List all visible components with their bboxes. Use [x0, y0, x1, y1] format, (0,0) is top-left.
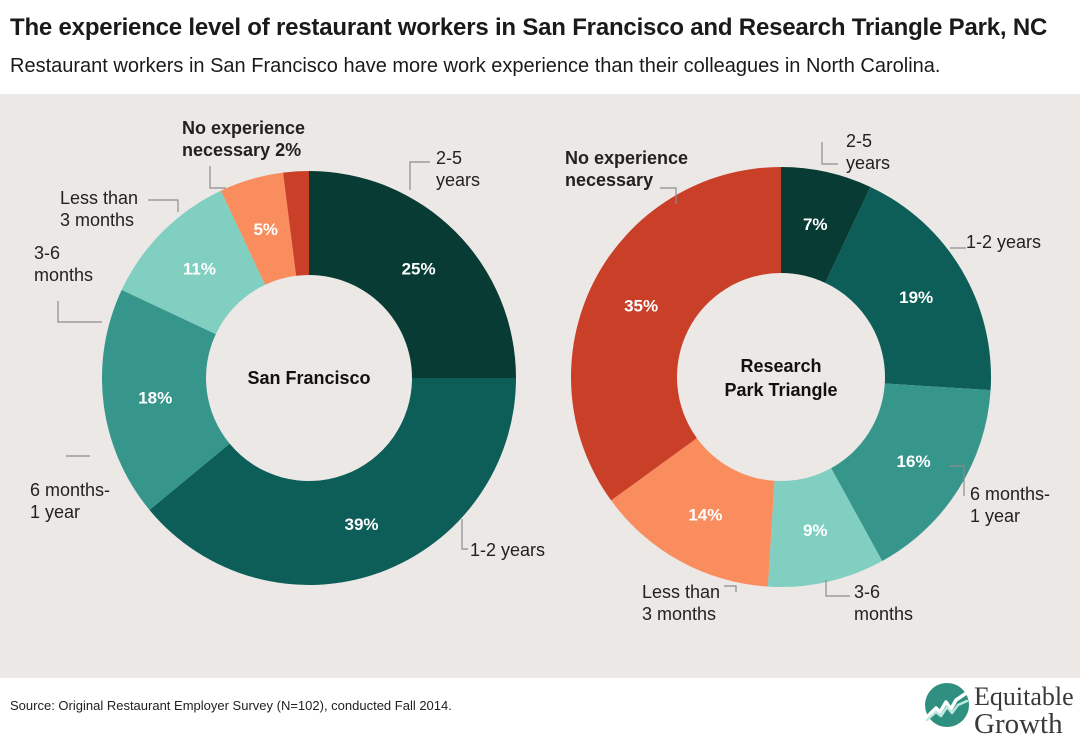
- chart1-value-label-less-than-3-months: 5%: [253, 220, 278, 239]
- chart1-slice-3-6-months: [121, 190, 266, 335]
- chart2-category-label-6-months-1-year: 6 months-1 year: [970, 484, 1050, 526]
- plot-area: 25% 2-5 years 39% 1-2 years 18% 6 months-1 yea…: [0, 94, 1080, 678]
- logo-wordmark-line2: Growth: [974, 708, 1063, 740]
- chart1-leader-2-5-years: [409, 161, 430, 190]
- chart2-value-label-1-2-years: 19%: [899, 288, 933, 307]
- chart1-category-label-no-experience-necessary: No experience necessary 2%: [182, 118, 305, 160]
- chart2-value-label-6-months-1-year: 16%: [897, 452, 931, 471]
- chart1-slice-6-months-1-year: [101, 289, 230, 510]
- chart2-slice-less-than-3-months: [611, 438, 775, 587]
- chart1-leader-no-experience-necessary: [209, 166, 226, 189]
- chart1-category-label-less-than-3-months: Less than 3 months: [60, 188, 138, 230]
- chart1-category-label-6-months-1-year: 6 months-1 year: [30, 480, 110, 522]
- chart1-leader-1-2-years: [461, 519, 468, 550]
- chart2-leader-3-6-months: [825, 580, 850, 597]
- chart2-slice-no-experience-necessary: [571, 167, 781, 501]
- chart1-value-label-3-6-months: 11%: [183, 259, 216, 278]
- chart-title: The experience level of restaurant worke…: [10, 14, 1048, 41]
- chart2-leader-less-than-3-months: [724, 585, 737, 592]
- chart1-slice-1-2-years: [149, 378, 516, 585]
- chart1-leader-3-6-months: [57, 301, 102, 323]
- source-note: Source: Original Restaurant Employer Sur…: [10, 698, 452, 713]
- chart2-slice-2-5-years: [781, 167, 871, 283]
- chart-subtitle: Restaurant workers in San Francisco have…: [10, 55, 941, 77]
- chart2-slice-3-6-months: [767, 468, 883, 587]
- chart1-value-label-1-2-years: 39%: [344, 515, 378, 534]
- chart1-category-label-3-6-months: 3-6 months: [34, 243, 93, 285]
- chart1-category-label-1-2-years: 1-2 years: [470, 540, 545, 560]
- chart2-value-label-3-6-months: 9%: [803, 521, 828, 540]
- chart2-category-label-3-6-months: 3-6 months: [854, 582, 913, 624]
- chart1-value-label-2-5-years: 25%: [402, 259, 436, 278]
- logo-mark-icon: [925, 683, 969, 727]
- chart2-value-label-no-experience-necessary: 35%: [624, 297, 658, 316]
- logo-wordmark-line1: Equitable: [974, 682, 1074, 711]
- chart2-category-label-no-experience-necessary: No experience necessary: [565, 148, 688, 190]
- chart1-center-label: San Francisco: [247, 368, 370, 388]
- chart2-category-label-1-2-years: 1-2 years: [966, 232, 1041, 252]
- equitable-growth-logo: Equitable Growth: [924, 680, 1080, 744]
- chart1-slice-no-experience-necessary: [283, 171, 309, 276]
- chart2-leader-2-5-years: [821, 142, 838, 165]
- chart2-slice-6-months-1-year: [831, 383, 991, 562]
- chart1-value-label-6-months-1-year: 18%: [138, 388, 172, 407]
- chart1-leader-less-than-3-months: [148, 199, 179, 212]
- chart2-value-label-less-than-3-months: 14%: [688, 506, 722, 525]
- chart2-slice-1-2-years: [825, 186, 991, 391]
- donut-charts: 25% 2-5 years 39% 1-2 years 18% 6 months-1 yea…: [30, 118, 1050, 624]
- chart2-value-label-2-5-years: 7%: [803, 215, 828, 234]
- chart2-leader-no-experience-necessary: [660, 187, 677, 204]
- chart2-center-label: Research Park Triangle: [724, 356, 837, 400]
- chart2-leader-6-months-1-year: [950, 465, 965, 496]
- chart1-slice-less-than-3-months: [220, 172, 297, 285]
- chart2-category-label-less-than-3-months: Less than 3 months: [642, 582, 720, 624]
- chart1-category-label-2-5-years: 2-5 years: [436, 148, 480, 190]
- chart2-category-label-2-5-years: 2-5 years: [846, 131, 890, 173]
- chart1-slice-2-5-years: [309, 171, 516, 378]
